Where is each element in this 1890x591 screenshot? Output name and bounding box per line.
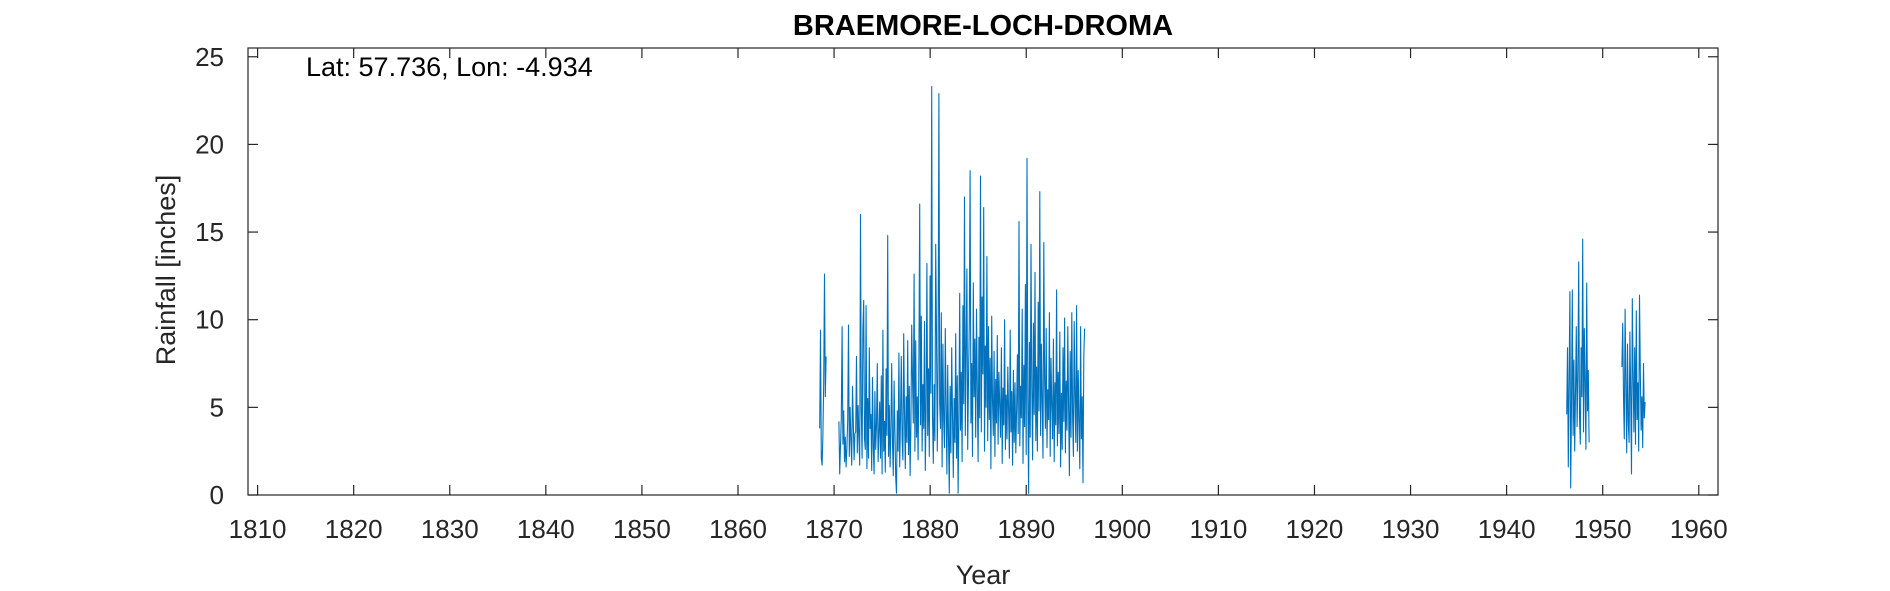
y-axis-title: Rainfall [inches] (151, 175, 181, 366)
x-tick-label: 1960 (1670, 514, 1728, 544)
lat-lon-annotation: Lat: 57.736, Lon: -4.934 (306, 52, 593, 82)
x-tick-label: 1950 (1574, 514, 1632, 544)
y-tick-label: 0 (210, 480, 224, 510)
y-tick-label: 25 (195, 42, 224, 72)
x-tick-label: 1930 (1382, 514, 1440, 544)
x-tick-label: 1920 (1286, 514, 1344, 544)
rainfall-series-segment-3 (1566, 238, 1590, 489)
x-tick-label: 1910 (1189, 514, 1247, 544)
x-tick-label: 1870 (805, 514, 863, 544)
chart-title: BRAEMORE-LOCH-DROMA (793, 10, 1173, 42)
x-tick-label: 1880 (901, 514, 959, 544)
x-tick-label: 1830 (421, 514, 479, 544)
rainfall-series-segment-1 (819, 273, 827, 466)
x-tick-label: 1820 (325, 514, 383, 544)
y-tick-label: 20 (195, 129, 224, 159)
x-tick-label: 1890 (997, 514, 1055, 544)
y-tick-label: 10 (195, 305, 224, 335)
x-tick-label: 1900 (1093, 514, 1151, 544)
axes: 1810 1820 1830 1840 1850 1860 1870 1880 1890 1900… (195, 42, 1728, 544)
axes-box (247, 47, 1719, 496)
rainfall-series-segment-2 (838, 86, 1086, 494)
rainfall-series-segment-4 (1621, 294, 1646, 475)
y-tick-label: 15 (195, 217, 224, 247)
x-tick-label: 1850 (613, 514, 671, 544)
x-tick-label: 1860 (709, 514, 767, 544)
x-tick-label: 1840 (517, 514, 575, 544)
x-tick-label: 1940 (1478, 514, 1536, 544)
y-tick-label: 5 (210, 392, 224, 422)
x-tick-label: 1810 (229, 514, 287, 544)
plot-area (819, 86, 1646, 494)
x-axis-title: Year (956, 560, 1011, 590)
